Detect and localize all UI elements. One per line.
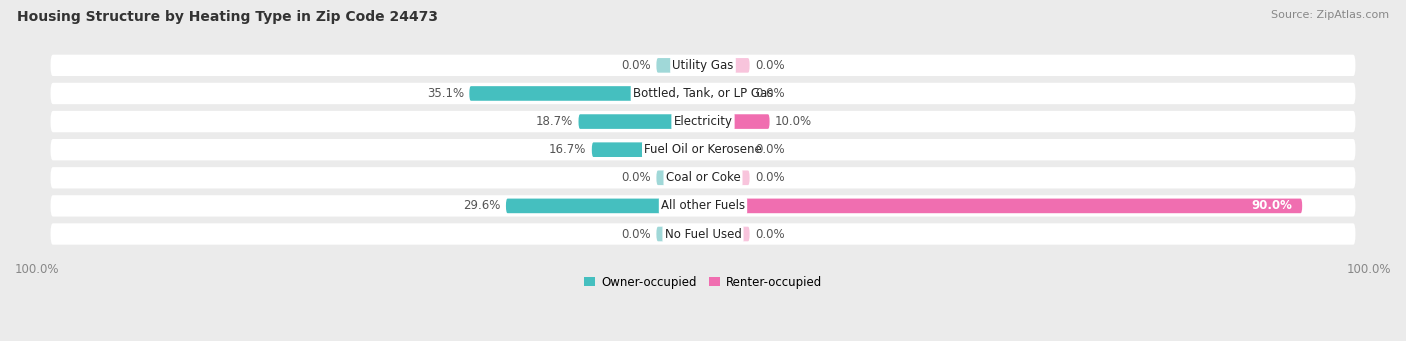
Text: Electricity: Electricity bbox=[673, 115, 733, 128]
Text: Bottled, Tank, or LP Gas: Bottled, Tank, or LP Gas bbox=[633, 87, 773, 100]
FancyBboxPatch shape bbox=[51, 83, 1355, 104]
Text: Housing Structure by Heating Type in Zip Code 24473: Housing Structure by Heating Type in Zip… bbox=[17, 10, 437, 24]
Legend: Owner-occupied, Renter-occupied: Owner-occupied, Renter-occupied bbox=[579, 271, 827, 294]
FancyBboxPatch shape bbox=[703, 58, 749, 73]
FancyBboxPatch shape bbox=[51, 195, 1355, 217]
FancyBboxPatch shape bbox=[703, 143, 749, 157]
Text: 90.0%: 90.0% bbox=[1251, 199, 1292, 212]
Text: Source: ZipAtlas.com: Source: ZipAtlas.com bbox=[1271, 10, 1389, 20]
FancyBboxPatch shape bbox=[657, 170, 703, 185]
Text: No Fuel Used: No Fuel Used bbox=[665, 227, 741, 240]
FancyBboxPatch shape bbox=[703, 227, 749, 241]
FancyBboxPatch shape bbox=[592, 143, 703, 157]
FancyBboxPatch shape bbox=[506, 198, 703, 213]
Text: 0.0%: 0.0% bbox=[755, 143, 785, 156]
FancyBboxPatch shape bbox=[470, 86, 703, 101]
Text: 18.7%: 18.7% bbox=[536, 115, 574, 128]
Text: 0.0%: 0.0% bbox=[621, 59, 651, 72]
Text: 35.1%: 35.1% bbox=[427, 87, 464, 100]
Text: 0.0%: 0.0% bbox=[621, 171, 651, 184]
Text: All other Fuels: All other Fuels bbox=[661, 199, 745, 212]
Text: Utility Gas: Utility Gas bbox=[672, 59, 734, 72]
FancyBboxPatch shape bbox=[703, 114, 769, 129]
FancyBboxPatch shape bbox=[51, 111, 1355, 132]
Text: 0.0%: 0.0% bbox=[755, 59, 785, 72]
FancyBboxPatch shape bbox=[657, 227, 703, 241]
Text: 29.6%: 29.6% bbox=[463, 199, 501, 212]
Text: 0.0%: 0.0% bbox=[621, 227, 651, 240]
FancyBboxPatch shape bbox=[51, 167, 1355, 189]
FancyBboxPatch shape bbox=[578, 114, 703, 129]
FancyBboxPatch shape bbox=[51, 55, 1355, 76]
FancyBboxPatch shape bbox=[703, 170, 749, 185]
Text: 0.0%: 0.0% bbox=[755, 171, 785, 184]
Text: 16.7%: 16.7% bbox=[550, 143, 586, 156]
Text: 10.0%: 10.0% bbox=[775, 115, 813, 128]
FancyBboxPatch shape bbox=[657, 58, 703, 73]
FancyBboxPatch shape bbox=[51, 223, 1355, 245]
Text: 0.0%: 0.0% bbox=[755, 227, 785, 240]
Text: Fuel Oil or Kerosene: Fuel Oil or Kerosene bbox=[644, 143, 762, 156]
FancyBboxPatch shape bbox=[703, 86, 749, 101]
FancyBboxPatch shape bbox=[51, 139, 1355, 160]
FancyBboxPatch shape bbox=[703, 198, 1302, 213]
Text: Coal or Coke: Coal or Coke bbox=[665, 171, 741, 184]
Text: 0.0%: 0.0% bbox=[755, 87, 785, 100]
